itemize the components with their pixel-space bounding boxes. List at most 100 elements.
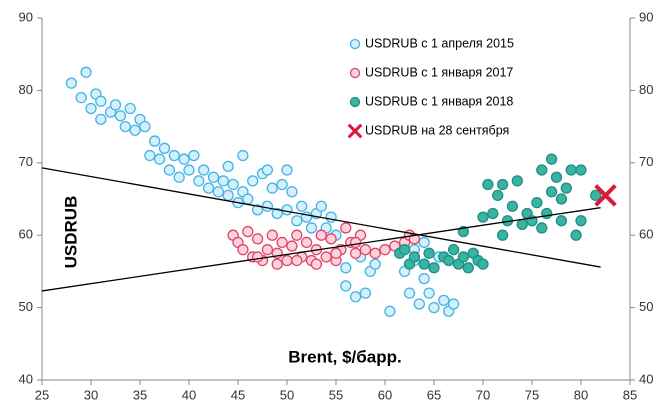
x-tick-label: 70 xyxy=(476,387,490,402)
point xyxy=(75,91,87,104)
legend-label: USDRUB с 1 января 2018 xyxy=(365,94,513,108)
point xyxy=(153,153,166,165)
point xyxy=(320,251,332,263)
point xyxy=(550,171,563,183)
point xyxy=(359,287,372,299)
point xyxy=(296,200,308,212)
point xyxy=(496,178,509,191)
y-axis-label: USDRUB xyxy=(61,196,80,269)
point xyxy=(85,102,97,115)
point xyxy=(222,160,234,173)
point xyxy=(428,262,440,274)
point xyxy=(590,189,602,202)
trend-line xyxy=(41,207,601,292)
point xyxy=(227,178,239,191)
point xyxy=(379,244,391,256)
point xyxy=(349,247,362,259)
point xyxy=(340,222,352,234)
point xyxy=(237,149,249,162)
point xyxy=(286,240,298,252)
point xyxy=(457,251,470,263)
point xyxy=(65,77,78,89)
point xyxy=(129,124,141,136)
point xyxy=(251,251,264,263)
point xyxy=(438,294,450,307)
y2-tick-label: 90 xyxy=(639,9,653,24)
x-tick-label: 85 xyxy=(623,387,637,402)
point xyxy=(443,254,455,267)
point xyxy=(183,164,195,176)
point xyxy=(408,251,421,263)
legend-label: USDRUB с 1 января 2017 xyxy=(365,65,513,79)
point xyxy=(168,149,180,162)
point xyxy=(516,218,528,230)
point xyxy=(555,193,568,205)
point xyxy=(560,182,572,194)
cross xyxy=(594,184,617,207)
point xyxy=(477,258,489,270)
y2-tick-label: 80 xyxy=(639,82,653,97)
point xyxy=(95,95,107,107)
point xyxy=(418,258,430,270)
legend-marker xyxy=(349,67,361,79)
point xyxy=(423,247,435,259)
point xyxy=(271,207,283,220)
legend-marker xyxy=(349,38,361,50)
point xyxy=(330,247,342,259)
point xyxy=(359,244,372,256)
point xyxy=(198,164,210,176)
point xyxy=(447,244,460,256)
point xyxy=(340,262,352,274)
point xyxy=(575,215,587,227)
point xyxy=(349,236,362,249)
point xyxy=(315,229,327,241)
x-tick-label: 60 xyxy=(378,387,392,402)
point xyxy=(418,236,430,249)
y-tick-label: 40 xyxy=(19,371,33,386)
legend-label: USDRUB с 1 апреля 2015 xyxy=(365,36,514,50)
point xyxy=(418,272,430,285)
point xyxy=(188,149,200,162)
point xyxy=(349,291,362,303)
point xyxy=(403,287,416,299)
point xyxy=(541,207,553,220)
point xyxy=(398,244,411,256)
point xyxy=(291,215,303,227)
point xyxy=(163,164,176,176)
point xyxy=(247,175,259,187)
legend-marker xyxy=(347,123,363,139)
x-tick-label: 25 xyxy=(35,387,49,402)
point xyxy=(531,196,543,209)
x-tick-label: 45 xyxy=(231,387,245,402)
point xyxy=(536,164,548,176)
point xyxy=(369,247,381,259)
point xyxy=(305,222,318,234)
y-tick-label: 60 xyxy=(19,227,33,242)
point xyxy=(207,171,220,183)
point xyxy=(545,153,558,165)
point xyxy=(124,102,136,115)
point xyxy=(158,142,171,154)
point xyxy=(119,120,131,133)
y2-tick-label: 70 xyxy=(639,154,653,169)
point xyxy=(266,229,278,241)
point xyxy=(266,182,278,194)
y-tick-label: 80 xyxy=(19,82,33,97)
point xyxy=(565,164,577,176)
x-tick-label: 65 xyxy=(427,387,441,402)
cross xyxy=(347,123,363,139)
point xyxy=(217,175,229,187)
y2-tick-label: 40 xyxy=(639,371,653,386)
point xyxy=(144,149,156,162)
y2-tick-label: 50 xyxy=(639,299,653,314)
point xyxy=(555,215,568,227)
point xyxy=(276,236,288,249)
point xyxy=(139,120,151,133)
point xyxy=(173,171,185,183)
point xyxy=(492,189,504,202)
point xyxy=(423,287,435,299)
point xyxy=(291,254,303,267)
point xyxy=(109,99,122,111)
legend-label: USDRUB на 28 сентября xyxy=(365,123,509,137)
